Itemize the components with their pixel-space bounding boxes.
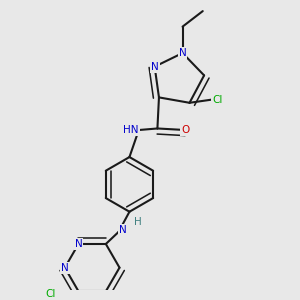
Text: H: H bbox=[134, 217, 142, 227]
Text: Cl: Cl bbox=[45, 290, 56, 299]
Text: Cl: Cl bbox=[212, 95, 223, 105]
Text: HN: HN bbox=[123, 125, 139, 135]
Text: N: N bbox=[179, 48, 186, 58]
Text: N: N bbox=[75, 239, 83, 249]
Text: N: N bbox=[61, 263, 69, 273]
Text: N: N bbox=[119, 225, 127, 236]
Text: N: N bbox=[151, 62, 158, 72]
Text: O: O bbox=[181, 125, 190, 135]
